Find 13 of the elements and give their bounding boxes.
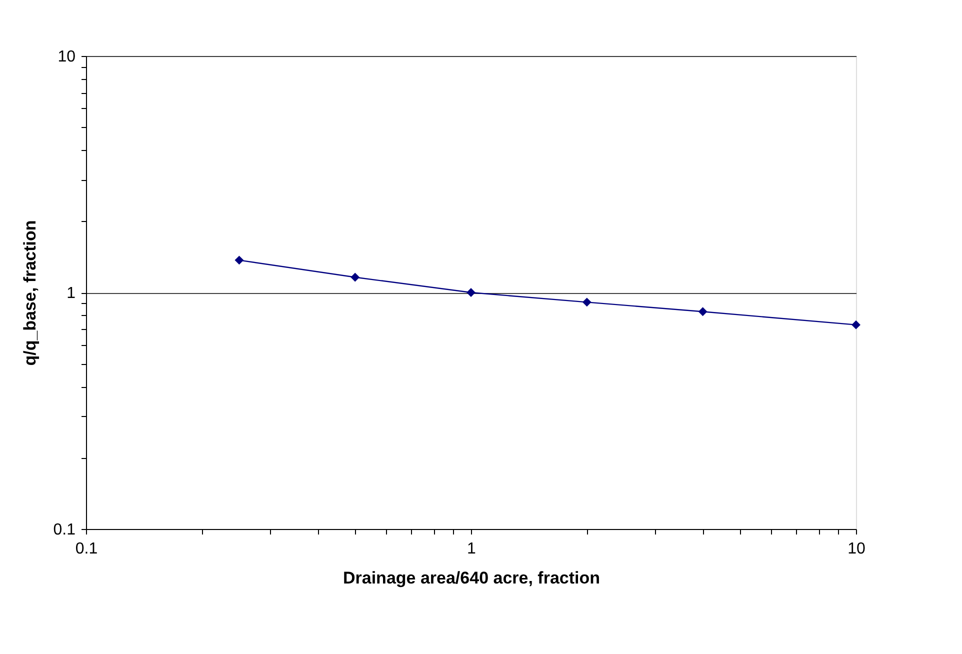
y-tick-label: 10 [58, 48, 76, 66]
x-tick-label: 10 [848, 540, 866, 558]
point [582, 298, 592, 307]
y-axis-title: q/q_base, fraction [20, 220, 40, 366]
x-tick-label: 0.1 [75, 540, 98, 558]
point [698, 307, 708, 316]
point [234, 256, 244, 265]
y-tick-label: 1 [66, 285, 76, 302]
x-tick-label: 1 [467, 540, 476, 558]
x-axis-title: Drainage area/640 acre, fraction [342, 568, 600, 588]
point [466, 288, 476, 297]
point [350, 272, 360, 282]
y-tick-label: 0.1 [53, 522, 76, 538]
